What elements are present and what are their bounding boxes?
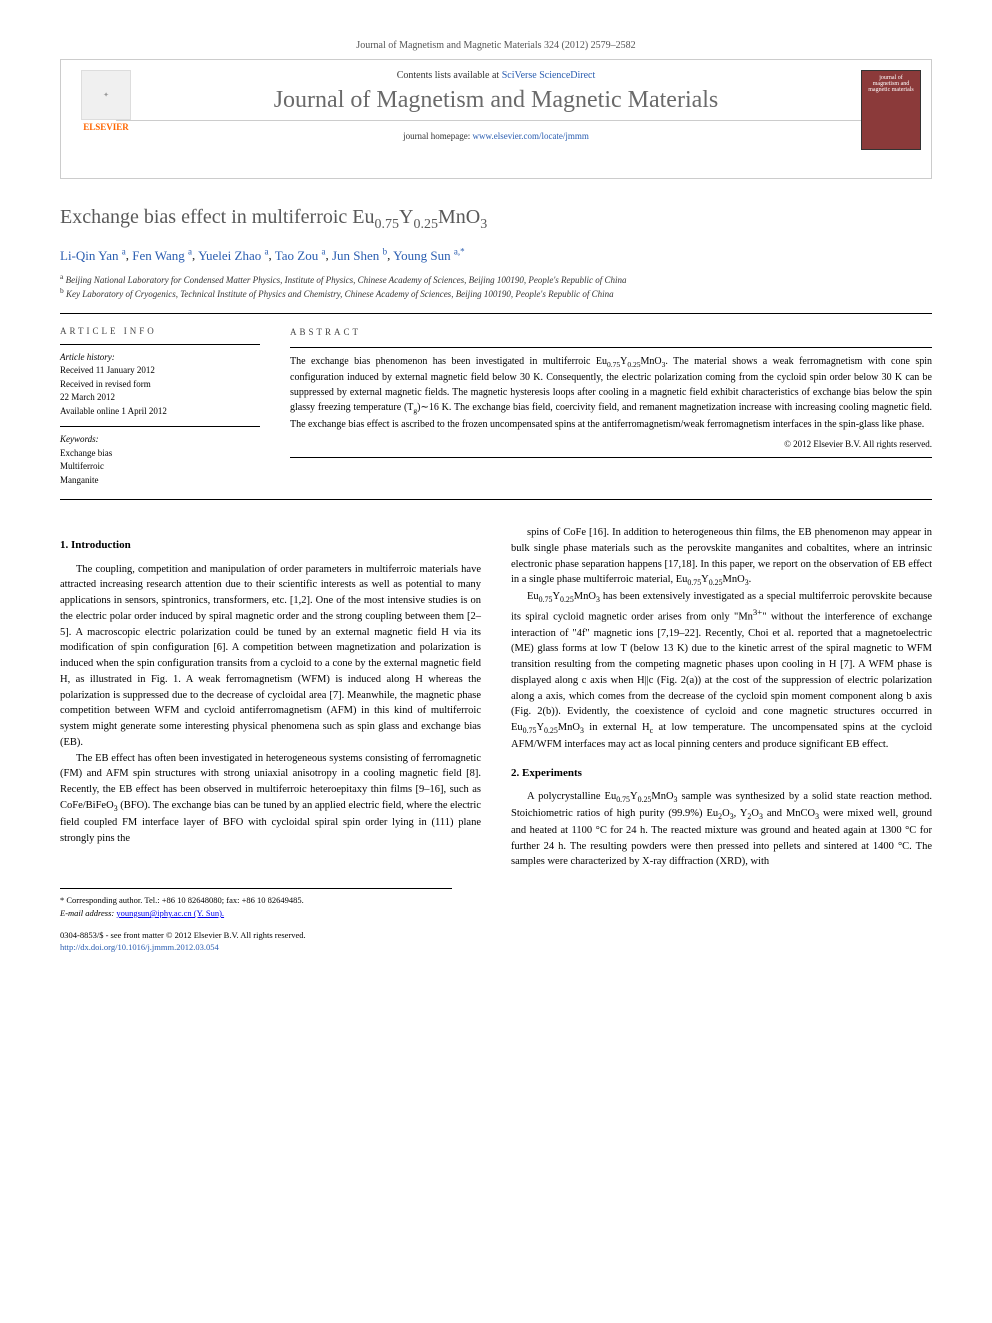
abstract-heading: ABSTRACT xyxy=(290,326,932,340)
homepage-prefix: journal homepage: xyxy=(403,131,472,141)
homepage-link[interactable]: www.elsevier.com/locate/jmmm xyxy=(473,131,589,141)
author-link[interactable]: Tao Zou a xyxy=(275,248,326,263)
author-link[interactable]: Fen Wang a xyxy=(132,248,192,263)
doi-link[interactable]: http://dx.doi.org/10.1016/j.jmmm.2012.03… xyxy=(60,942,219,952)
citation-header: Journal of Magnetism and Magnetic Materi… xyxy=(60,40,932,51)
author-link[interactable]: Young Sun a,* xyxy=(393,248,465,263)
article-info-block: ARTICLE INFO Article history: Received 1… xyxy=(60,326,260,488)
section-heading: 2. Experiments xyxy=(511,765,932,782)
issn-line: 0304-8853/$ - see front matter © 2012 El… xyxy=(60,930,932,942)
email-link[interactable]: youngsun@iphy.ac.cn (Y. Sun). xyxy=(116,908,224,918)
abstract-block: ABSTRACT The exchange bias phenomenon ha… xyxy=(290,326,932,488)
contents-line: Contents lists available at SciVerse Sci… xyxy=(76,70,916,81)
revised-date-l1: Received in revised form xyxy=(60,378,260,392)
online-date: Available online 1 April 2012 xyxy=(60,405,260,419)
body-paragraph: A polycrystalline Eu0.75Y0.25MnO3 sample… xyxy=(511,789,932,870)
article-title: Exchange bias effect in multiferroic Eu0… xyxy=(60,204,932,234)
author-link[interactable]: Jun Shen b xyxy=(332,248,387,263)
history-label: Article history: xyxy=(60,351,260,365)
affiliations: a Beijing National Laboratory for Conden… xyxy=(60,272,932,301)
author-link[interactable]: Yuelei Zhao a xyxy=(198,248,268,263)
body-paragraph: Eu0.75Y0.25MnO3 has been extensively inv… xyxy=(511,589,932,752)
footer-meta: 0304-8853/$ - see front matter © 2012 El… xyxy=(60,930,932,954)
elsevier-tree-icon: ✦ xyxy=(81,70,131,120)
article-info-heading: ARTICLE INFO xyxy=(60,326,260,336)
journal-cover-thumbnail: journal of magnetism and magnetic materi… xyxy=(861,70,921,150)
revised-date-l2: 22 March 2012 xyxy=(60,391,260,405)
body-paragraph: The EB effect has often been investigate… xyxy=(60,751,481,847)
section-heading: 1. Introduction xyxy=(60,537,481,554)
abstract-text: The exchange bias phenomenon has been in… xyxy=(290,354,932,432)
keyword: Multiferroic xyxy=(60,460,260,474)
keyword: Manganite xyxy=(60,474,260,488)
publisher-name: ELSEVIER xyxy=(71,122,141,132)
keywords-label: Keywords: xyxy=(60,433,260,447)
publisher-logo: ✦ ELSEVIER xyxy=(71,70,141,132)
author-link[interactable]: Li-Qin Yan a xyxy=(60,248,126,263)
abstract-copyright: © 2012 Elsevier B.V. All rights reserved… xyxy=(290,438,932,452)
authors-list: Li-Qin Yan a, Fen Wang a, Yuelei Zhao a,… xyxy=(60,246,932,263)
journal-header-box: ✦ ELSEVIER journal of magnetism and magn… xyxy=(60,59,932,179)
corresponding-author: * Corresponding author. Tel.: +86 10 826… xyxy=(60,894,452,907)
keyword: Exchange bias xyxy=(60,447,260,461)
email-label: E-mail address: xyxy=(60,908,114,918)
body-paragraph: The coupling, competition and manipulati… xyxy=(60,562,481,751)
footnotes: * Corresponding author. Tel.: +86 10 826… xyxy=(60,888,452,920)
sciencedirect-link[interactable]: SciVerse ScienceDirect xyxy=(502,70,596,81)
journal-name: Journal of Magnetism and Magnetic Materi… xyxy=(76,87,916,114)
body-paragraph: spins of CoFe [16]. In addition to heter… xyxy=(511,525,932,589)
homepage-line: journal homepage: www.elsevier.com/locat… xyxy=(76,131,916,141)
article-body: 1. Introduction The coupling, competitio… xyxy=(60,525,932,870)
contents-prefix: Contents lists available at xyxy=(397,70,502,81)
received-date: Received 11 January 2012 xyxy=(60,364,260,378)
